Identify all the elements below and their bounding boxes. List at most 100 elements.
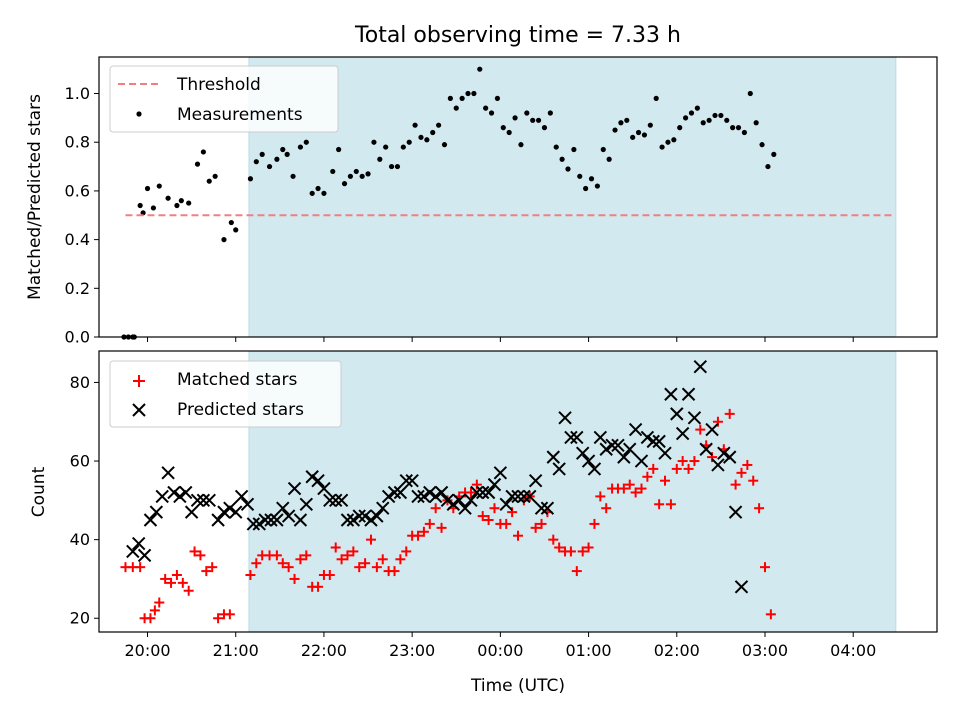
matched-star-point [436, 522, 447, 533]
predicted-star-point [173, 489, 187, 504]
matched-star-point [736, 467, 747, 478]
predicted-star-point [411, 489, 425, 504]
predicted-star-point [287, 481, 302, 496]
matched-star-point [483, 514, 494, 525]
measurement-point [274, 156, 280, 162]
predicted-star-point [246, 517, 261, 531]
top-ylabel: Matched/Predicted stars [25, 94, 45, 300]
measurement-point [594, 183, 600, 189]
measurement-point [694, 105, 700, 111]
measurement-point [635, 129, 642, 136]
predicted-star-point [446, 497, 461, 511]
matched-star-point [354, 562, 365, 573]
legend-threshold-label: Threshold [176, 75, 261, 95]
measurement-point [630, 134, 636, 140]
matched-star-point [207, 562, 218, 573]
predicted-star-point [734, 580, 749, 594]
measurement-point [144, 185, 151, 192]
matched-star-point [418, 526, 429, 537]
predicted-star-point [593, 430, 608, 445]
predicted-star-point [155, 489, 169, 504]
predicted-star-point [305, 470, 319, 484]
measurement-point [330, 168, 336, 175]
measurement-point [524, 110, 530, 116]
matched-star-point [324, 570, 335, 581]
measurement-point [228, 219, 234, 226]
measurement-point [706, 117, 712, 123]
matched-star-point [554, 542, 565, 553]
matched-star-point [201, 566, 212, 577]
matched-star-point [477, 511, 488, 522]
matched-star-point [754, 503, 765, 514]
measurement-point [494, 95, 501, 101]
y-tick-label: 1.0 [65, 84, 90, 103]
matched-star-point [465, 487, 476, 498]
measurement-point [359, 173, 365, 179]
predicted-star-point [340, 513, 355, 527]
predicted-star-point [370, 509, 384, 523]
measurement-point [247, 176, 254, 182]
measurement-point [471, 90, 477, 97]
matched-star-point [530, 522, 541, 533]
top-axes-frame [98, 56, 938, 338]
measurement-point [424, 137, 430, 143]
predicted-star-point [358, 509, 372, 523]
predicted-star-point [184, 505, 199, 519]
measurement-point [712, 112, 718, 119]
matched-star-point [342, 550, 353, 561]
bottom-axes-frame [98, 350, 938, 633]
matched-star-point [689, 456, 700, 467]
measurement-point [477, 66, 483, 72]
predicted-star-point [581, 454, 596, 468]
measurement-point [747, 90, 753, 97]
predicted-star-point [131, 536, 146, 551]
matched-star-point [183, 585, 194, 596]
predicted-star-point [211, 513, 225, 527]
matched-star-point [189, 546, 200, 557]
predicted-star-point [240, 497, 255, 511]
predicted-star-point [167, 485, 181, 500]
predicted-star-point [405, 473, 419, 488]
measurement-point [186, 200, 192, 206]
predicted-star-point [202, 493, 216, 508]
y-tick-label: 0.2 [65, 279, 90, 298]
matched-star-point [571, 566, 582, 577]
matched-star-point [245, 570, 256, 581]
measurement-point [206, 178, 212, 184]
top-legend-box [109, 65, 339, 133]
matched-star-point [577, 546, 588, 557]
x-tick-label: 21:00 [213, 641, 259, 660]
matched-star-point [171, 570, 182, 581]
measurement-point [624, 117, 630, 123]
predicted-star-point [481, 485, 496, 500]
predicted-star-point [323, 493, 337, 508]
matched-star-point [283, 562, 294, 573]
measurement-point [266, 163, 273, 170]
predicted-star-point [722, 450, 737, 464]
measurement-point [759, 142, 765, 148]
measurement-point [677, 125, 683, 131]
matched-star-point [765, 609, 776, 620]
matched-star-point [430, 503, 441, 514]
predicted-star-point [428, 489, 443, 504]
predicted-star-point [434, 485, 449, 500]
top-y-ticks: 0.0 0.2 0.4 0.6 0.8 1.0 [65, 84, 99, 347]
predicted-star-point [137, 548, 152, 563]
measurement-point [612, 127, 618, 133]
measurement-point [518, 142, 524, 148]
predicted-star-point [699, 442, 713, 456]
predicted-star-point [658, 446, 672, 460]
legend-predicted-swatch [132, 403, 146, 417]
measurement-point [284, 151, 290, 157]
predicted-star-point [264, 513, 278, 527]
measurement-point [341, 181, 348, 187]
predicted-star-point [670, 407, 684, 421]
measurement-point [233, 227, 239, 233]
measurement-point [383, 144, 389, 150]
matched-star-point [348, 546, 359, 557]
y-tick-label: 20 [70, 609, 90, 628]
matched-star-point [683, 463, 694, 474]
predicted-star-point [705, 422, 719, 437]
predicted-star-point [623, 442, 637, 456]
matched-star-point [251, 558, 262, 569]
